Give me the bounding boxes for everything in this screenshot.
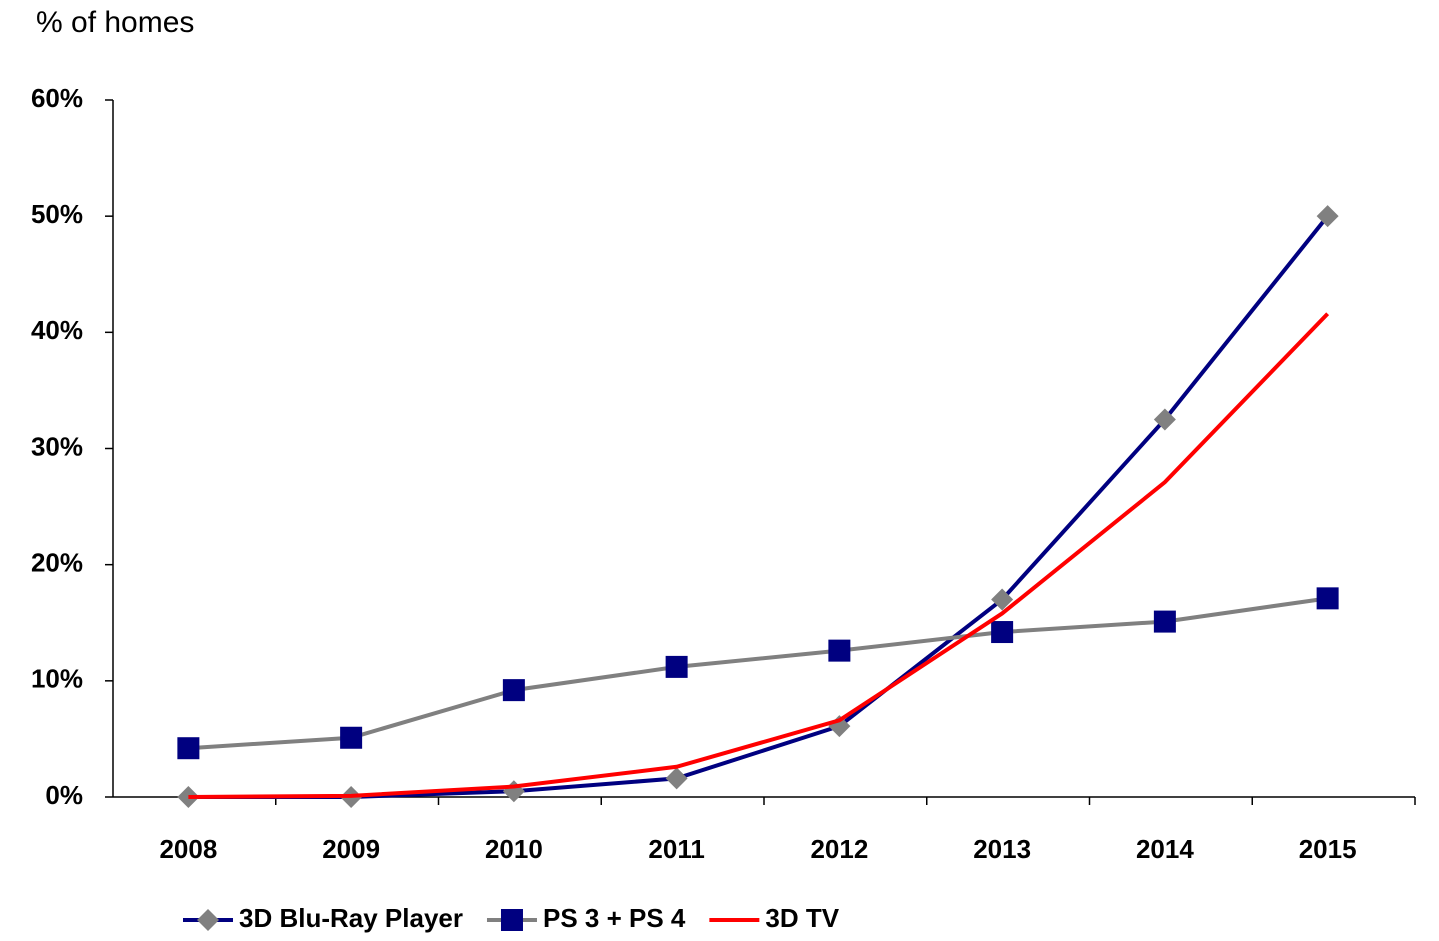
y-tick-label: 20% [31, 548, 83, 578]
marker [828, 639, 851, 662]
marker [197, 909, 219, 931]
marker [991, 621, 1014, 644]
marker [665, 655, 688, 678]
legend-label: 3D TV [765, 903, 839, 933]
y-axis-label: % of homes [36, 6, 194, 39]
x-tick-label: 2011 [648, 834, 704, 864]
x-tick-label: 2014 [1136, 834, 1194, 864]
marker [1316, 587, 1339, 610]
marker [665, 767, 688, 790]
y-tick-label: 10% [31, 664, 83, 694]
x-tick-label: 2015 [1299, 834, 1357, 864]
marker [340, 726, 363, 749]
marker [1153, 610, 1176, 633]
y-tick-label: 60% [31, 83, 83, 113]
marker [500, 909, 523, 931]
y-tick-label: 0% [45, 780, 83, 810]
x-tick-label: 2009 [322, 834, 380, 864]
legend-label: PS 3 + PS 4 [543, 903, 686, 933]
series-line [188, 312, 1330, 799]
y-tick-label: 40% [31, 315, 83, 345]
series-line [188, 214, 1330, 799]
x-tick-label: 2013 [973, 834, 1031, 864]
x-tick-label: 2010 [485, 834, 543, 864]
marker [177, 737, 200, 760]
x-tick-label: 2008 [159, 834, 217, 864]
marker [1153, 408, 1176, 431]
marker [502, 780, 525, 803]
marker [991, 588, 1014, 611]
marker [1316, 205, 1339, 228]
marker [502, 679, 525, 702]
x-tick-label: 2012 [810, 834, 868, 864]
legend-label: 3D Blu-Ray Player [239, 903, 463, 933]
y-tick-label: 30% [31, 431, 83, 461]
y-tick-label: 50% [31, 199, 83, 229]
series-line [188, 596, 1328, 751]
